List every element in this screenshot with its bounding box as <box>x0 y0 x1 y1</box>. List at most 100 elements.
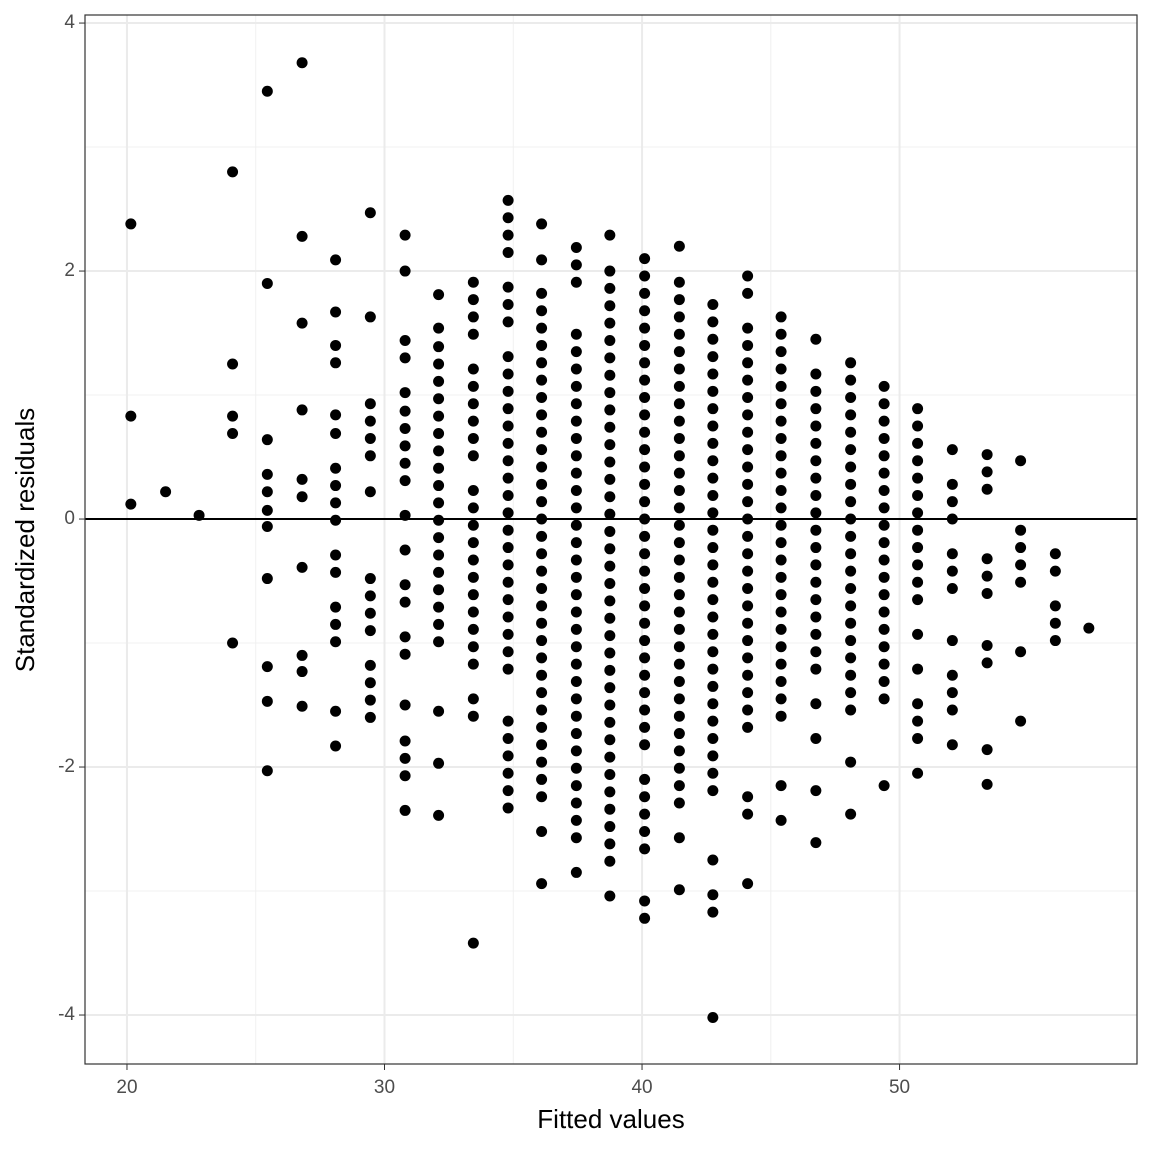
point <box>502 802 514 814</box>
point <box>604 838 616 850</box>
point <box>604 699 616 711</box>
point <box>536 530 548 542</box>
point <box>536 218 548 230</box>
point <box>125 410 137 422</box>
point <box>775 675 787 687</box>
point <box>673 658 685 670</box>
point <box>981 744 993 756</box>
point <box>570 467 582 479</box>
point <box>707 403 719 415</box>
point <box>742 496 754 508</box>
point <box>775 693 787 705</box>
point <box>639 721 651 733</box>
point <box>536 652 548 664</box>
point <box>536 513 548 525</box>
point <box>742 704 754 716</box>
point <box>810 524 822 536</box>
point <box>433 375 445 387</box>
point <box>639 530 651 542</box>
point <box>502 229 514 241</box>
point <box>981 587 993 599</box>
point <box>845 600 857 612</box>
point <box>639 791 651 803</box>
point <box>467 398 479 410</box>
point <box>536 773 548 785</box>
point <box>946 513 958 525</box>
point <box>912 767 924 779</box>
point <box>639 652 651 664</box>
point <box>570 866 582 878</box>
point <box>536 305 548 317</box>
point <box>536 357 548 369</box>
point <box>433 618 445 630</box>
point <box>775 311 787 323</box>
point <box>502 316 514 328</box>
point <box>604 682 616 694</box>
point <box>536 548 548 560</box>
point <box>536 878 548 890</box>
point <box>536 339 548 351</box>
point <box>604 803 616 815</box>
point <box>570 814 582 826</box>
point <box>261 468 273 480</box>
point <box>742 582 754 594</box>
point <box>604 578 616 590</box>
point <box>707 489 719 501</box>
point <box>775 467 787 479</box>
point <box>878 537 890 549</box>
point <box>536 704 548 716</box>
point <box>775 641 787 653</box>
point <box>878 780 890 792</box>
point <box>946 739 958 751</box>
point <box>810 646 822 658</box>
point <box>981 449 993 461</box>
point <box>502 472 514 484</box>
point <box>604 734 616 746</box>
point <box>364 711 376 723</box>
point <box>604 300 616 312</box>
point <box>536 582 548 594</box>
point <box>433 462 445 474</box>
point <box>845 652 857 664</box>
point <box>227 166 239 178</box>
point <box>639 635 651 647</box>
point <box>845 392 857 404</box>
point <box>707 351 719 363</box>
point <box>330 514 342 526</box>
point <box>707 559 719 571</box>
point <box>536 791 548 803</box>
point <box>570 658 582 670</box>
x-tick-label: 30 <box>374 1077 395 1098</box>
point <box>810 698 822 710</box>
point <box>810 333 822 345</box>
point <box>261 504 273 516</box>
point <box>433 393 445 405</box>
point <box>912 594 924 606</box>
point <box>502 212 514 224</box>
point <box>673 519 685 531</box>
point <box>946 635 958 647</box>
point <box>845 617 857 629</box>
point <box>810 559 822 571</box>
point <box>775 432 787 444</box>
point <box>296 666 308 678</box>
point <box>467 641 479 653</box>
point <box>878 450 890 462</box>
point <box>536 287 548 299</box>
point <box>878 606 890 618</box>
point <box>845 704 857 716</box>
point <box>946 565 958 577</box>
point <box>570 728 582 740</box>
point <box>467 589 479 601</box>
point <box>878 675 890 687</box>
point <box>399 631 411 643</box>
point <box>467 328 479 340</box>
point <box>467 519 479 531</box>
point <box>639 374 651 386</box>
point <box>502 368 514 380</box>
point <box>433 705 445 717</box>
point <box>399 579 411 591</box>
point <box>502 507 514 519</box>
point <box>912 576 924 588</box>
